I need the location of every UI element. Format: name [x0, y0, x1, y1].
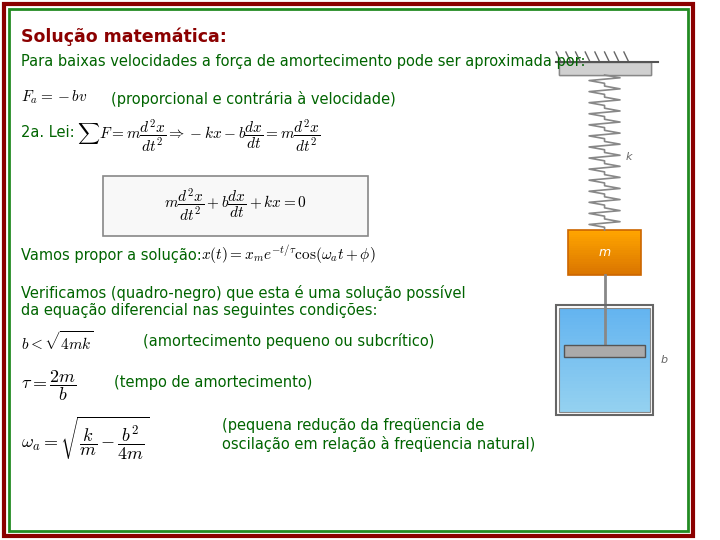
Bar	[559, 405, 650, 409]
Bar	[568, 248, 642, 250]
Text: da equação diferencial nas seguintes condições:: da equação diferencial nas seguintes con…	[22, 303, 378, 318]
Bar	[568, 250, 642, 253]
Bar	[568, 257, 642, 259]
Bar	[559, 319, 650, 322]
Bar	[559, 367, 650, 370]
Bar	[568, 230, 642, 275]
Bar	[568, 241, 642, 244]
Bar	[559, 346, 650, 349]
Text: k: k	[626, 152, 632, 163]
Bar	[559, 374, 650, 377]
Bar	[559, 391, 650, 395]
Bar	[568, 253, 642, 255]
Bar	[559, 402, 650, 405]
Text: Para baixas velocidades a força de amortecimento pode ser aproximada por:: Para baixas velocidades a força de amort…	[22, 54, 586, 69]
Text: $x(t) = x_m e^{-t/\tau} \cos(\omega_a t + \phi)$: $x(t) = x_m e^{-t/\tau} \cos(\omega_a t …	[201, 244, 376, 266]
Bar	[568, 230, 642, 232]
Bar	[559, 388, 650, 391]
Bar	[568, 244, 642, 246]
Bar	[559, 308, 650, 312]
Bar	[559, 395, 650, 398]
Text: $\omega_a = \sqrt{\dfrac{k}{m} - \dfrac{b^2}{4m}}$: $\omega_a = \sqrt{\dfrac{k}{m} - \dfrac{…	[22, 415, 150, 462]
Text: (amortecimento pequeno ou subcrítico): (amortecimento pequeno ou subcrítico)	[143, 333, 435, 349]
Bar	[568, 246, 642, 248]
Bar	[568, 234, 642, 237]
Bar	[559, 339, 650, 343]
Bar	[564, 345, 645, 357]
Bar	[559, 360, 650, 363]
Bar	[559, 370, 650, 374]
Bar	[559, 312, 650, 315]
Bar	[559, 329, 650, 332]
Text: Verificamos (quadro-negro) que esta é uma solução possível: Verificamos (quadro-negro) que esta é um…	[22, 285, 466, 301]
Text: $F_a = -bv$: $F_a = -bv$	[22, 88, 88, 106]
Bar	[559, 325, 650, 329]
Bar	[568, 264, 642, 266]
Text: (proporcional e contrária à velocidade): (proporcional e contrária à velocidade)	[111, 91, 396, 107]
Bar	[559, 336, 650, 339]
Bar	[568, 259, 642, 261]
Text: 2a. Lei:: 2a. Lei:	[22, 125, 75, 140]
Bar	[559, 332, 650, 336]
Bar	[559, 343, 650, 346]
Bar	[559, 409, 650, 412]
Bar	[568, 232, 642, 234]
Bar	[568, 271, 642, 273]
Text: Vamos propor a solução:: Vamos propor a solução:	[22, 248, 202, 263]
Bar	[559, 363, 650, 367]
Bar	[568, 266, 642, 268]
Bar	[559, 322, 650, 325]
Bar	[559, 398, 650, 402]
Bar	[559, 356, 650, 360]
FancyBboxPatch shape	[559, 62, 651, 75]
Bar	[559, 308, 650, 412]
Bar	[568, 239, 642, 241]
Bar	[568, 261, 642, 264]
FancyBboxPatch shape	[102, 176, 368, 236]
Bar	[568, 237, 642, 239]
Bar	[559, 62, 651, 75]
Bar	[559, 377, 650, 381]
Text: m: m	[598, 246, 611, 259]
Bar	[568, 268, 642, 271]
Bar	[568, 255, 642, 257]
Text: $b < \sqrt{4mk}$: $b < \sqrt{4mk}$	[22, 330, 94, 353]
Bar	[559, 353, 650, 356]
Text: $m\dfrac{d^2x}{dt^2} + b\dfrac{dx}{dt} + kx = 0$: $m\dfrac{d^2x}{dt^2} + b\dfrac{dx}{dt} +…	[163, 187, 307, 223]
Bar	[559, 315, 650, 319]
Text: oscilação em relação à freqüencia natural): oscilação em relação à freqüencia natura…	[222, 436, 536, 452]
Text: b: b	[661, 355, 667, 365]
Text: Solução matemática:: Solução matemática:	[22, 28, 227, 46]
Text: (tempo de amortecimento): (tempo de amortecimento)	[114, 375, 312, 390]
Bar	[559, 384, 650, 388]
Text: $\tau = \dfrac{2m}{b}$: $\tau = \dfrac{2m}{b}$	[22, 368, 76, 403]
Bar	[556, 305, 653, 415]
Text: (pequena redução da freqüencia de: (pequena redução da freqüencia de	[222, 418, 485, 433]
Text: $\sum F = m\dfrac{d^2x}{dt^2}  \Rightarrow  -kx - b\dfrac{dx}{dt} = m\dfrac{d^2x: $\sum F = m\dfrac{d^2x}{dt^2} \Rightarro…	[77, 118, 321, 154]
Bar	[559, 349, 650, 353]
Bar	[568, 273, 642, 275]
Bar	[559, 381, 650, 384]
